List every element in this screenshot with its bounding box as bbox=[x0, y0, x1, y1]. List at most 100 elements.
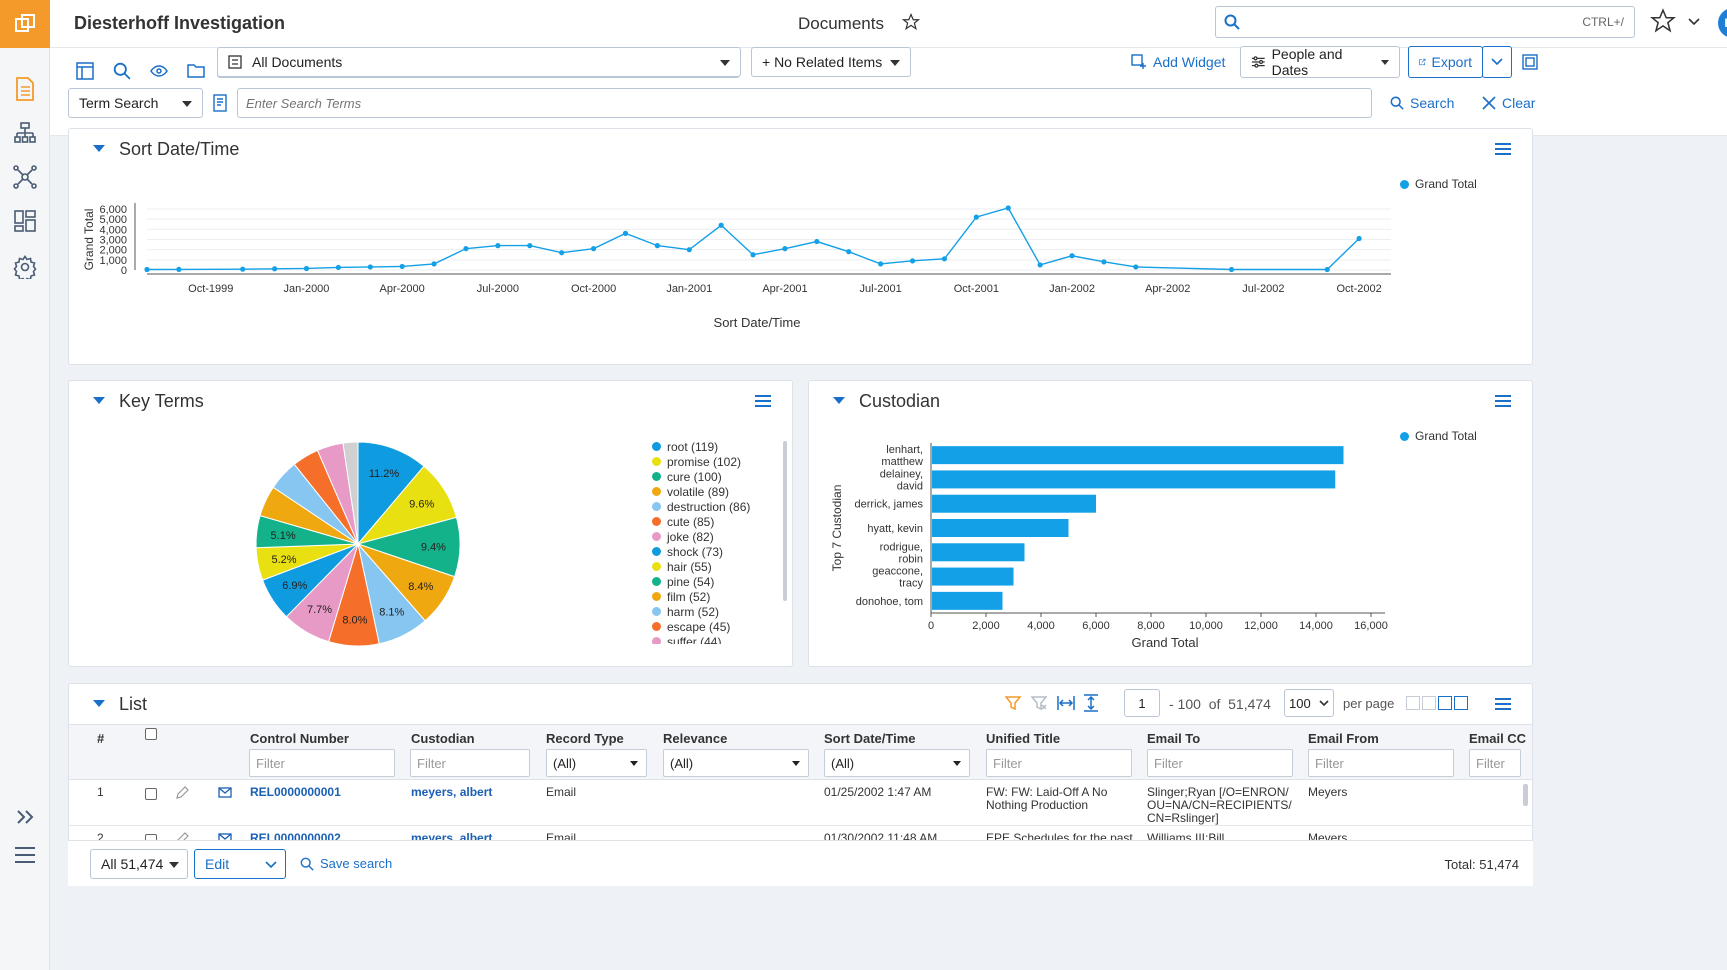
x-tick-label: 4,000 bbox=[1027, 620, 1055, 632]
custodian-filter[interactable]: Filter bbox=[410, 749, 530, 777]
chevron-down-icon bbox=[792, 761, 800, 766]
clear-button[interactable]: Clear bbox=[1482, 95, 1535, 111]
collapse-toggle-icon[interactable] bbox=[833, 397, 845, 404]
widget-menu-icon[interactable] bbox=[1495, 395, 1511, 407]
layout-icon[interactable] bbox=[74, 60, 96, 82]
column-header-control-number[interactable]: Control Number bbox=[250, 731, 349, 746]
related-items-value: + No Related Items bbox=[762, 54, 883, 70]
legend-dot bbox=[652, 472, 661, 481]
next-page-icon[interactable] bbox=[1438, 696, 1452, 710]
search-shortcut: CTRL+/ bbox=[1582, 15, 1624, 29]
folder-icon[interactable] bbox=[185, 60, 207, 82]
column-header-relevance[interactable]: Relevance bbox=[663, 731, 728, 746]
fit-columns-icon[interactable] bbox=[1057, 695, 1075, 711]
people-dates-label: People and Dates bbox=[1271, 46, 1343, 78]
column-header-record-type[interactable]: Record Type bbox=[546, 731, 624, 746]
legend-dot bbox=[652, 442, 661, 451]
relevance-filter[interactable]: (All) bbox=[663, 749, 809, 777]
filter-icon[interactable] bbox=[1005, 695, 1021, 711]
control-number-filter[interactable]: Filter bbox=[249, 749, 395, 777]
view-toggle-icon[interactable] bbox=[1522, 54, 1538, 73]
save-search-button[interactable]: Save search bbox=[300, 856, 392, 871]
documents-select[interactable]: All Documents bbox=[217, 47, 741, 77]
column-header-email-to[interactable]: Email To bbox=[1147, 731, 1201, 746]
view-eye-icon[interactable] bbox=[148, 60, 170, 82]
bar bbox=[932, 519, 1069, 537]
expand-rail-icon[interactable] bbox=[12, 804, 38, 830]
column-header-sort-date[interactable]: Sort Date/Time bbox=[824, 731, 916, 746]
row-height-icon[interactable] bbox=[1083, 694, 1099, 712]
app-logo[interactable] bbox=[0, 0, 50, 48]
sort-date-filter[interactable]: (All) bbox=[824, 749, 970, 777]
email-from-value: Meyers bbox=[1308, 785, 1348, 799]
legend-dot bbox=[652, 562, 661, 571]
documents-icon[interactable] bbox=[12, 76, 38, 102]
page-number-input[interactable]: 1 bbox=[1124, 689, 1160, 717]
column-header-email-from[interactable]: Email From bbox=[1308, 731, 1379, 746]
user-avatar[interactable]: KD bbox=[1718, 8, 1727, 38]
dictionary-icon[interactable] bbox=[213, 94, 227, 115]
add-widget-button[interactable]: Add Widget bbox=[1131, 54, 1225, 70]
widget-menu-icon[interactable] bbox=[1495, 143, 1511, 155]
data-point bbox=[335, 264, 341, 271]
per-page-select[interactable]: 100 bbox=[1284, 689, 1334, 717]
table-row[interactable]: 1 REL0000000001 meyers, albert Email 01/… bbox=[69, 780, 1532, 826]
row-checkbox[interactable] bbox=[145, 788, 157, 800]
hierarchy-icon[interactable] bbox=[12, 120, 38, 146]
favorites-star-icon[interactable] bbox=[1650, 8, 1676, 37]
column-header-email-cc[interactable]: Email CC bbox=[1469, 731, 1527, 746]
bar-chart: 0 2,000 4,000 6,000 8,000 10,000 12,000 14,000 1… bbox=[830, 443, 1388, 650]
global-search-input[interactable]: CTRL+/ bbox=[1215, 6, 1635, 38]
legend-scrollbar[interactable] bbox=[783, 441, 787, 601]
search-terms-input[interactable] bbox=[237, 88, 1372, 118]
data-point bbox=[1324, 266, 1330, 273]
export-options-button[interactable] bbox=[1482, 46, 1512, 78]
dashboard-icon[interactable] bbox=[12, 208, 38, 234]
column-header-custodian[interactable]: Custodian bbox=[411, 731, 475, 746]
widget-menu-icon[interactable] bbox=[1495, 698, 1511, 710]
people-dates-button[interactable]: People and Dates bbox=[1240, 46, 1400, 78]
x-tick-label: Jan-2000 bbox=[284, 283, 330, 295]
pie-chart: 11.2% 9.6% 9.4% 8.4% 8.1% 8.0% 7.7%6.9% 5.2% 5.1… bbox=[255, 441, 461, 647]
legend-item: Grand Total bbox=[1400, 177, 1477, 191]
clear-filter-icon[interactable] bbox=[1031, 695, 1047, 711]
search-button[interactable]: Search bbox=[1390, 95, 1454, 111]
select-all-checkbox[interactable] bbox=[145, 728, 157, 740]
prev-page-icon[interactable] bbox=[1422, 696, 1436, 710]
email-cc-filter[interactable]: Filter bbox=[1469, 749, 1521, 777]
edit-pencil-icon[interactable] bbox=[175, 786, 189, 800]
unified-title-filter[interactable]: Filter bbox=[986, 749, 1132, 777]
column-header-unified-title[interactable]: Unified Title bbox=[986, 731, 1061, 746]
export-button[interactable]: Export bbox=[1408, 46, 1483, 78]
favorites-chevron-down-icon[interactable] bbox=[1688, 14, 1700, 29]
pager-controls bbox=[1406, 696, 1468, 710]
data-point bbox=[431, 261, 437, 267]
related-items-select[interactable]: + No Related Items bbox=[751, 47, 911, 77]
custodian-link[interactable]: meyers, albert bbox=[411, 785, 493, 799]
hamburger-menu-icon[interactable] bbox=[12, 842, 38, 868]
collapse-toggle-icon[interactable] bbox=[93, 397, 105, 404]
email-from-filter[interactable]: Filter bbox=[1308, 749, 1454, 777]
favorite-page-star-icon[interactable] bbox=[901, 12, 921, 34]
legend-label: joke (82) bbox=[667, 529, 714, 544]
grid-scrollbar[interactable] bbox=[1523, 784, 1528, 806]
legend-dot bbox=[652, 592, 661, 601]
settings-gear-icon[interactable] bbox=[12, 254, 38, 280]
control-number-link[interactable]: REL0000000001 bbox=[250, 785, 341, 799]
search-icon[interactable] bbox=[111, 60, 133, 82]
term-search-select[interactable]: Term Search bbox=[68, 88, 203, 118]
record-type-value: Email bbox=[546, 785, 577, 799]
legend-item: cute (85) bbox=[652, 514, 782, 529]
edit-dropdown[interactable]: Edit bbox=[194, 849, 286, 879]
page-title: Documents bbox=[798, 14, 884, 33]
all-count-select[interactable]: All 51,474 bbox=[90, 849, 188, 879]
email-to-filter[interactable]: Filter bbox=[1147, 749, 1293, 777]
chevron-down-icon bbox=[1319, 700, 1329, 707]
record-type-filter[interactable]: (All) bbox=[546, 749, 647, 777]
first-page-icon[interactable] bbox=[1406, 696, 1420, 710]
network-icon[interactable] bbox=[12, 164, 38, 190]
collapse-toggle-icon[interactable] bbox=[93, 700, 105, 707]
collapse-toggle-icon[interactable] bbox=[93, 145, 105, 152]
widget-menu-icon[interactable] bbox=[755, 395, 771, 407]
last-page-icon[interactable] bbox=[1454, 696, 1468, 710]
